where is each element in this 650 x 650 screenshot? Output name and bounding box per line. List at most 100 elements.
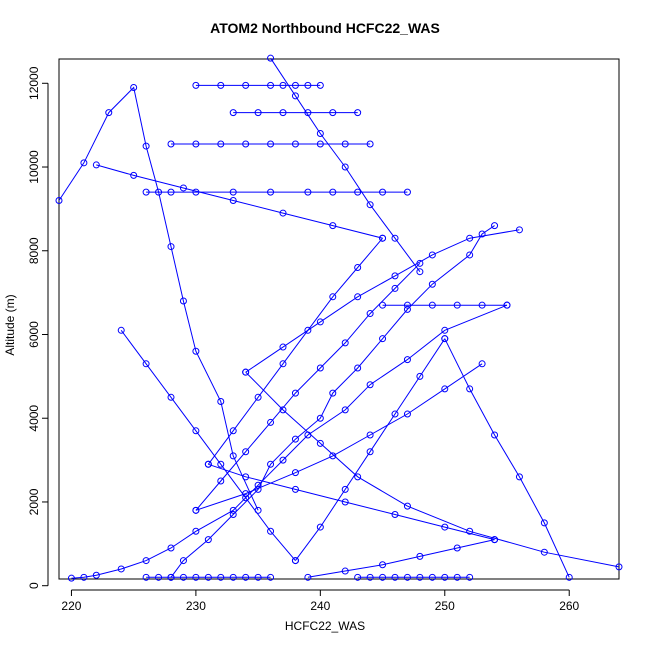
data-point <box>316 439 324 447</box>
data-point <box>192 527 200 535</box>
data-point <box>416 552 424 560</box>
data-point <box>229 188 237 196</box>
data-point <box>204 573 212 581</box>
data-point <box>192 573 200 581</box>
series-line <box>307 539 495 578</box>
data-point <box>515 473 523 481</box>
y-tick-label: 8000 <box>27 237 41 264</box>
data-point <box>192 427 200 435</box>
data-point <box>466 573 474 581</box>
data-point <box>291 469 299 477</box>
data-point <box>155 573 163 581</box>
data-point <box>267 54 275 62</box>
data-point <box>167 140 175 148</box>
x-axis-label: HCFC22_WAS <box>284 619 366 633</box>
data-point <box>403 188 411 196</box>
data-point <box>453 301 461 309</box>
data-point <box>192 81 200 89</box>
y-tick-label: 6000 <box>27 321 41 348</box>
data-point <box>441 573 449 581</box>
data-point <box>179 557 187 565</box>
series-line <box>120 330 296 561</box>
data-point <box>242 473 250 481</box>
data-point <box>304 573 312 581</box>
data-point <box>478 360 486 368</box>
data-point <box>391 272 399 280</box>
data-point <box>67 574 75 582</box>
data-point <box>453 544 461 552</box>
series-line <box>245 371 620 568</box>
data-point <box>254 109 262 117</box>
data-point <box>267 188 275 196</box>
data-point <box>105 109 113 117</box>
data-point <box>192 347 200 355</box>
data-point <box>279 406 287 414</box>
data-point <box>291 389 299 397</box>
series-line <box>207 237 383 465</box>
data-point <box>403 502 411 510</box>
data-point <box>291 435 299 443</box>
data-point <box>229 197 237 205</box>
data-point <box>615 563 623 571</box>
data-point <box>403 305 411 313</box>
data-point <box>341 485 349 493</box>
data-point <box>540 519 548 527</box>
data-point <box>379 561 387 569</box>
data-point <box>503 301 511 309</box>
data-point <box>217 573 225 581</box>
data-point <box>366 201 374 209</box>
data-point <box>192 506 200 514</box>
data-point <box>341 140 349 148</box>
data-point <box>267 418 275 426</box>
data-point <box>130 83 138 91</box>
data-point <box>379 573 387 581</box>
data-point <box>80 159 88 167</box>
data-point <box>441 385 449 393</box>
data-point <box>304 188 312 196</box>
data-point <box>217 477 225 485</box>
data-point <box>229 452 237 460</box>
data-point <box>242 140 250 148</box>
data-point <box>217 140 225 148</box>
data-point <box>267 460 275 468</box>
data-point <box>316 414 324 422</box>
data-point <box>379 234 387 242</box>
y-tick-label: 4000 <box>27 405 41 432</box>
data-point <box>416 372 424 380</box>
data-point <box>142 573 150 581</box>
data-point <box>142 360 150 368</box>
data-point <box>204 536 212 544</box>
data-point <box>391 410 399 418</box>
data-point <box>366 310 374 318</box>
data-point <box>291 92 299 100</box>
data-point <box>117 565 125 573</box>
data-point <box>242 368 250 376</box>
data-point <box>279 456 287 464</box>
data-point <box>466 385 474 393</box>
data-point <box>267 573 275 581</box>
data-point <box>403 301 411 309</box>
series-line <box>294 338 446 561</box>
data-point <box>366 573 374 581</box>
data-point <box>341 567 349 575</box>
y-tick-label: 0 <box>27 582 41 589</box>
series-line <box>170 225 495 578</box>
data-point <box>379 188 387 196</box>
data-point <box>167 393 175 401</box>
x-tick-label: 230 <box>186 599 206 613</box>
data-point <box>403 410 411 418</box>
data-point <box>267 81 275 89</box>
data-point <box>167 573 175 581</box>
data-point <box>92 161 100 169</box>
data-point <box>229 506 237 514</box>
chart-title: ATOM2 Northbound HCFC22_WAS <box>210 20 440 36</box>
data-point <box>179 184 187 192</box>
data-point <box>416 573 424 581</box>
data-point <box>217 81 225 89</box>
data-point <box>441 326 449 334</box>
data-point <box>478 230 486 238</box>
data-point <box>341 406 349 414</box>
data-point <box>491 536 499 544</box>
data-point <box>391 234 399 242</box>
data-point <box>217 460 225 468</box>
